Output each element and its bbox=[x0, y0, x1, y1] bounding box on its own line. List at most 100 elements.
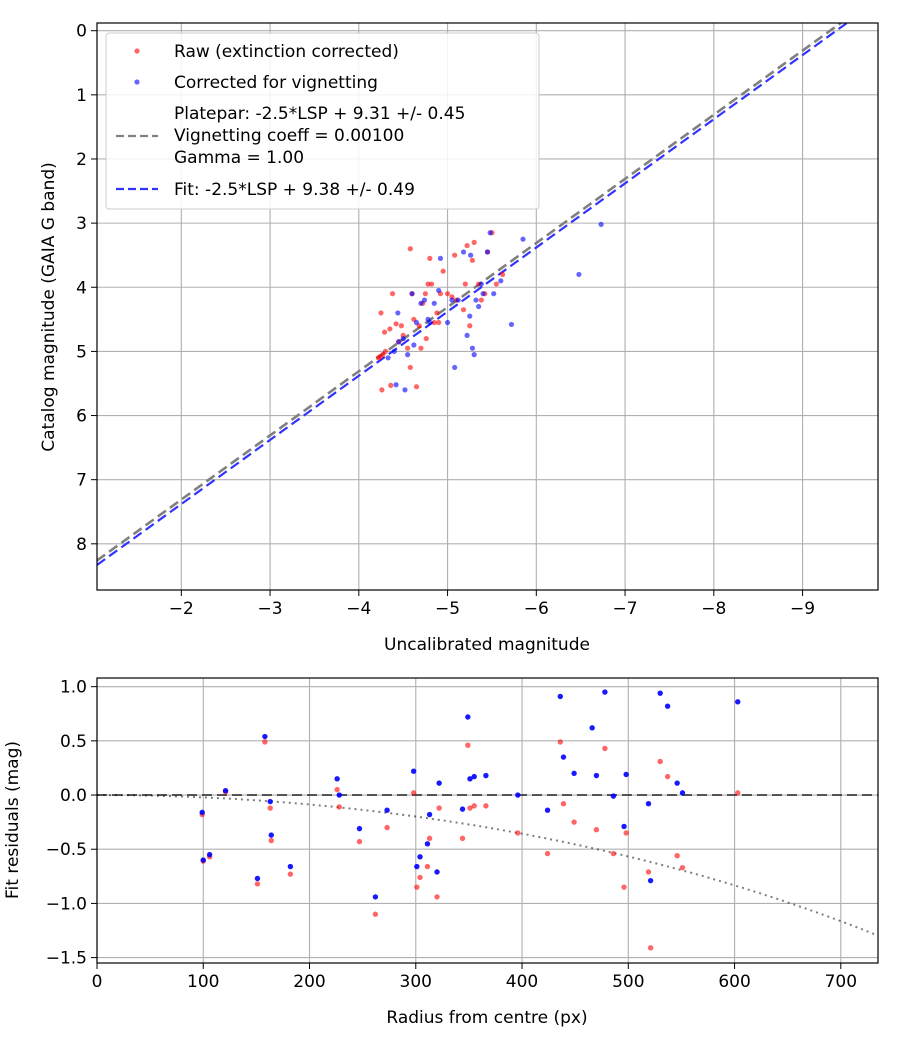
raw-point bbox=[493, 281, 499, 287]
raw-point bbox=[418, 345, 424, 351]
calibration-y-tick-label: 0 bbox=[76, 22, 87, 42]
raw-residual-point bbox=[623, 830, 629, 836]
raw-residual-point bbox=[602, 745, 608, 752]
corrected-point bbox=[468, 252, 474, 258]
residuals-y-tick-label: 1.0 bbox=[60, 678, 87, 698]
raw-residual-point bbox=[610, 850, 617, 857]
corrected-point bbox=[455, 297, 461, 303]
corrected-residual-point bbox=[679, 790, 686, 796]
corrected-point bbox=[520, 236, 526, 242]
raw-residual-point bbox=[287, 871, 294, 877]
calibration-x-tick-label: −4 bbox=[346, 599, 371, 619]
corrected-residual-point bbox=[465, 714, 471, 720]
corrected-residual-point bbox=[589, 725, 595, 731]
legend-label-raw: Raw (extinction corrected) bbox=[174, 42, 399, 62]
calibration-x-axis-label: Uncalibrated magnitude bbox=[384, 635, 590, 655]
raw-point bbox=[428, 281, 435, 287]
residuals-points bbox=[199, 689, 741, 951]
calibration-x-tick-label: −6 bbox=[524, 599, 549, 619]
corrected-residual-point bbox=[621, 823, 627, 830]
raw-residual-point bbox=[410, 790, 417, 796]
corrected-residual-point bbox=[557, 693, 563, 700]
corrected-residual-point bbox=[610, 793, 617, 799]
corrected-point bbox=[396, 339, 402, 345]
corrected-point bbox=[427, 319, 433, 326]
residuals-y-tick-label: −1.5 bbox=[46, 949, 87, 969]
corrected-point bbox=[411, 342, 417, 348]
corrected-residual-point bbox=[602, 689, 608, 695]
corrected-residual-point bbox=[199, 809, 205, 816]
raw-point bbox=[398, 323, 405, 329]
raw-residual-point bbox=[621, 884, 627, 890]
corrected-residual-point bbox=[336, 792, 342, 798]
calibration-plot-frame bbox=[96, 22, 879, 591]
calibration-fit-lines bbox=[97, 23, 849, 566]
corrected-residual-point bbox=[254, 875, 261, 882]
legend-label-fit: Fit: -2.5*LSP + 9.38 +/- 0.49 bbox=[174, 180, 415, 200]
raw-residual-point bbox=[268, 837, 274, 844]
corrected-point bbox=[391, 348, 397, 354]
corrected-point bbox=[476, 303, 482, 310]
raw-residual-point bbox=[336, 804, 342, 810]
raw-point bbox=[431, 319, 437, 326]
corrected-point bbox=[444, 319, 451, 326]
corrected-residual-point bbox=[674, 780, 680, 786]
raw-point bbox=[423, 335, 429, 342]
residuals-plot-frame bbox=[96, 677, 879, 964]
raw-point bbox=[462, 281, 468, 287]
legend: Raw (extinction corrected) Corrected for… bbox=[105, 32, 540, 210]
raw-residual-point bbox=[459, 835, 466, 842]
raw-residual-point bbox=[417, 874, 423, 881]
raw-point bbox=[467, 323, 473, 329]
calibration-x-tick-label: −8 bbox=[701, 599, 726, 619]
raw-residual-point bbox=[471, 803, 477, 809]
calibration-y-tick-label: 8 bbox=[76, 535, 87, 555]
corrected-residual-point bbox=[471, 773, 477, 780]
raw-point bbox=[407, 364, 413, 371]
raw-residual-point bbox=[414, 884, 420, 890]
raw-point bbox=[379, 387, 385, 393]
corrected-point bbox=[478, 281, 484, 287]
raw-residual-point bbox=[372, 911, 379, 917]
corrected-residual-point bbox=[664, 703, 671, 709]
raw-point bbox=[427, 255, 433, 261]
corrected-point bbox=[436, 287, 442, 294]
corrected-point bbox=[437, 255, 444, 261]
corrected-point bbox=[431, 300, 437, 306]
raw-residual-point bbox=[436, 805, 442, 811]
raw-residual-point bbox=[560, 801, 567, 807]
residuals-x-tick-label: 700 bbox=[825, 972, 857, 992]
raw-point bbox=[378, 310, 384, 316]
calibration-y-tick-label: 2 bbox=[76, 150, 87, 170]
raw-residual-point bbox=[262, 739, 268, 745]
fit-line bbox=[97, 23, 849, 566]
raw-residual-point bbox=[434, 894, 440, 900]
raw-residual-point bbox=[647, 945, 654, 951]
corrected-residual-point bbox=[593, 772, 600, 779]
residuals-x-ticks: 0 100 200 300 400 500 600 700 bbox=[92, 963, 857, 992]
calibration-x-tick-label: −9 bbox=[790, 599, 815, 619]
residuals-x-axis-label: Radius from centre (px) bbox=[386, 1008, 587, 1028]
corrected-point bbox=[480, 291, 486, 297]
residuals-x-tick-label: 0 bbox=[92, 972, 103, 992]
residuals-x-tick-label: 600 bbox=[718, 972, 750, 992]
calibration-x-ticks: −2 −3 −4 −5 −6 −7 −8 −9 bbox=[169, 590, 815, 619]
corrected-residual-point bbox=[483, 772, 489, 779]
corrected-point bbox=[409, 291, 415, 297]
calibration-x-tick-label: −2 bbox=[169, 599, 194, 619]
raw-point bbox=[469, 257, 476, 263]
residuals-y-tick-label: 0.0 bbox=[60, 786, 87, 806]
residuals-x-tick-label: 200 bbox=[293, 972, 325, 992]
residuals-x-tick-label: 300 bbox=[400, 972, 432, 992]
vignetting-curve bbox=[97, 794, 878, 937]
raw-point bbox=[393, 321, 399, 327]
corrected-point bbox=[473, 297, 479, 303]
corrected-residual-point bbox=[410, 768, 417, 774]
legend-box bbox=[105, 32, 540, 210]
raw-residual-point bbox=[593, 827, 600, 833]
corrected-residual-point bbox=[657, 690, 663, 696]
legend-label-corrected: Corrected for vignetting bbox=[174, 73, 378, 93]
residuals-chart: 0 100 200 300 400 500 600 700 −1.5 −1.0 −0.5 0.0 0.… bbox=[3, 677, 879, 1028]
raw-residual-point bbox=[679, 864, 686, 871]
